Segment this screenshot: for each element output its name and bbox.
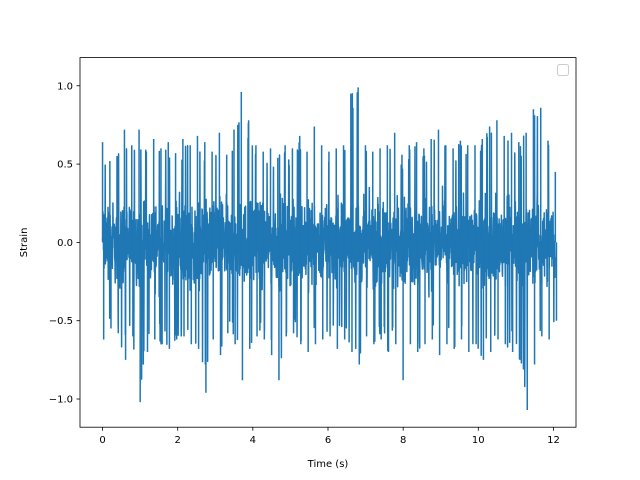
y-axis: −1.0 −0.5 0.0 0.5 1.0 xyxy=(49,81,80,406)
x-tick-label: 2 xyxy=(175,435,181,446)
x-tick-label: 8 xyxy=(400,435,406,446)
x-tick-label: 6 xyxy=(325,435,331,446)
legend-box xyxy=(557,64,569,76)
plot-area xyxy=(101,87,558,410)
x-tick-label: 10 xyxy=(472,435,485,446)
x-axis: 0 2 4 6 8 10 12 xyxy=(99,427,560,446)
x-tick-label: 0 xyxy=(99,435,105,446)
y-tick-label: 0.5 xyxy=(57,160,73,171)
y-tick-label: −0.5 xyxy=(49,316,73,327)
x-tick-label: 4 xyxy=(250,435,256,446)
y-tick-label: −1.0 xyxy=(49,395,73,406)
strain-series-line xyxy=(101,92,557,388)
x-tick-label: 12 xyxy=(547,435,560,446)
y-tick-label: 0.0 xyxy=(57,238,73,249)
x-axis-label: Time (s) xyxy=(307,459,349,470)
strain-series-peaks xyxy=(101,87,558,410)
y-axis-label: Strain xyxy=(19,228,30,258)
y-tick-label: 1.0 xyxy=(57,81,73,92)
